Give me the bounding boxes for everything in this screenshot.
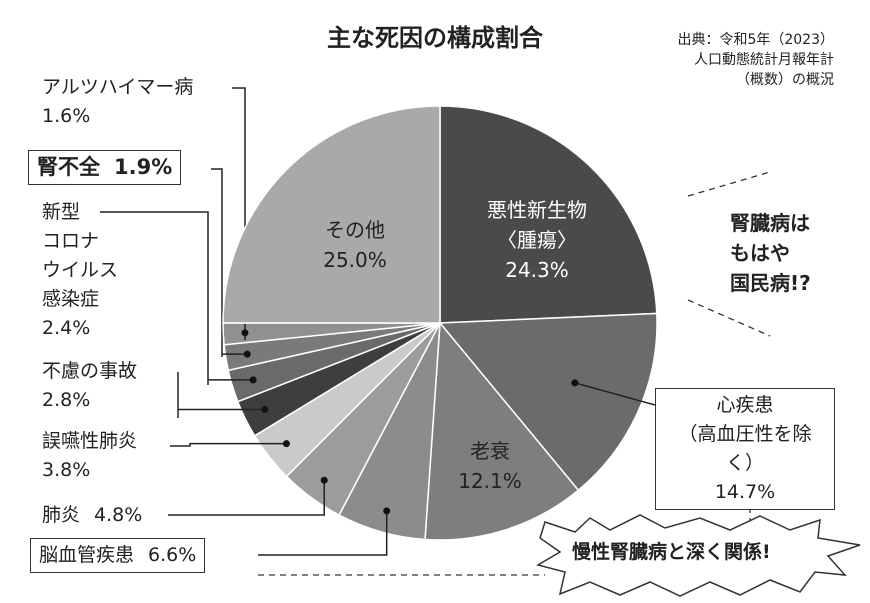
chart-title: 主な死因の構成割合 bbox=[327, 24, 543, 52]
pie-slice bbox=[439, 105, 658, 324]
leader-dot bbox=[571, 379, 579, 387]
slice-label: 心疾患 （高血圧性を除く） 14.7% bbox=[655, 388, 835, 510]
callout-line bbox=[687, 299, 771, 337]
pie-slice bbox=[424, 321, 580, 541]
slice-label: 誤嚥性肺炎 3.8% bbox=[42, 427, 137, 485]
leader-line bbox=[211, 168, 248, 357]
slice-label: 脳血管疾患 6.6% bbox=[30, 538, 206, 573]
leader-line bbox=[168, 480, 325, 516]
slice-label: 新型 コロナ ウイルス 感染症 2.4% bbox=[42, 198, 118, 343]
category-label: 脳血管疾患 bbox=[39, 544, 135, 566]
value-label: 1.6% bbox=[42, 105, 91, 127]
category-label: その他 bbox=[325, 218, 385, 242]
slice-label: 不慮の事故 2.8% bbox=[42, 357, 137, 415]
slice-label: 肺炎 4.8% bbox=[42, 501, 142, 530]
callout-line bbox=[687, 171, 771, 197]
value-label: 4.8% bbox=[94, 504, 143, 526]
slice-label: アルツハイマー病 1.6% bbox=[42, 73, 193, 131]
category-label: 腎不全 bbox=[37, 155, 100, 179]
category-label: 不慮の事故 bbox=[42, 360, 138, 382]
slice-label: 悪性新生物 〈腫瘍〉 24.3% bbox=[462, 195, 612, 285]
leader-dot bbox=[383, 507, 391, 515]
value-label: 2.4% bbox=[42, 317, 91, 339]
leader-dot bbox=[261, 405, 269, 413]
value-label: 3.8% bbox=[42, 459, 91, 481]
leader-line bbox=[170, 442, 287, 447]
pie-slice bbox=[438, 312, 658, 492]
annotation: 腎臓病は もはや 国民病!? bbox=[730, 211, 811, 295]
pie-slice bbox=[222, 105, 441, 324]
category-label: 肺炎 bbox=[42, 504, 81, 526]
slice-label: 老衰 12.1% bbox=[420, 436, 560, 496]
category-label: 老衰 bbox=[470, 439, 510, 463]
slice-label: 腎不全 1.9% bbox=[28, 150, 182, 185]
value-label: 2.8% bbox=[42, 389, 91, 411]
leader-dot bbox=[282, 440, 290, 448]
starburst bbox=[536, 514, 861, 597]
category-label: 悪性新生物 〈腫瘍〉 bbox=[487, 198, 587, 252]
value-label: 14.7% bbox=[714, 481, 776, 503]
value-label: 24.3% bbox=[505, 258, 569, 282]
category-label: アルツハイマー病 bbox=[42, 76, 194, 98]
leader-line bbox=[177, 372, 265, 418]
annotation: 慢性腎臓病と深く関係! bbox=[572, 541, 771, 563]
leader-line bbox=[258, 510, 388, 556]
slice-label: その他 25.0% bbox=[285, 215, 425, 275]
source-note: 出典：令和5年（2023） 人口動態統計月報年計 （概数）の概況 bbox=[677, 32, 834, 88]
leader-line bbox=[100, 211, 254, 385]
value-label: 12.1% bbox=[458, 469, 522, 493]
leader-dot bbox=[320, 476, 328, 484]
value-label: 6.6% bbox=[148, 544, 197, 566]
value-label: 1.9% bbox=[114, 155, 173, 179]
leader-dot bbox=[243, 350, 251, 358]
leader-line bbox=[574, 382, 656, 406]
leader-dot bbox=[249, 376, 257, 384]
value-label: 25.0% bbox=[323, 248, 387, 272]
leader-dot bbox=[241, 329, 249, 337]
category-label: 心疾患 （高血圧性を除く） bbox=[678, 394, 812, 474]
category-label: 誤嚥性肺炎 bbox=[42, 430, 138, 452]
category-label: 新型 コロナ ウイルス 感染症 bbox=[42, 201, 119, 310]
